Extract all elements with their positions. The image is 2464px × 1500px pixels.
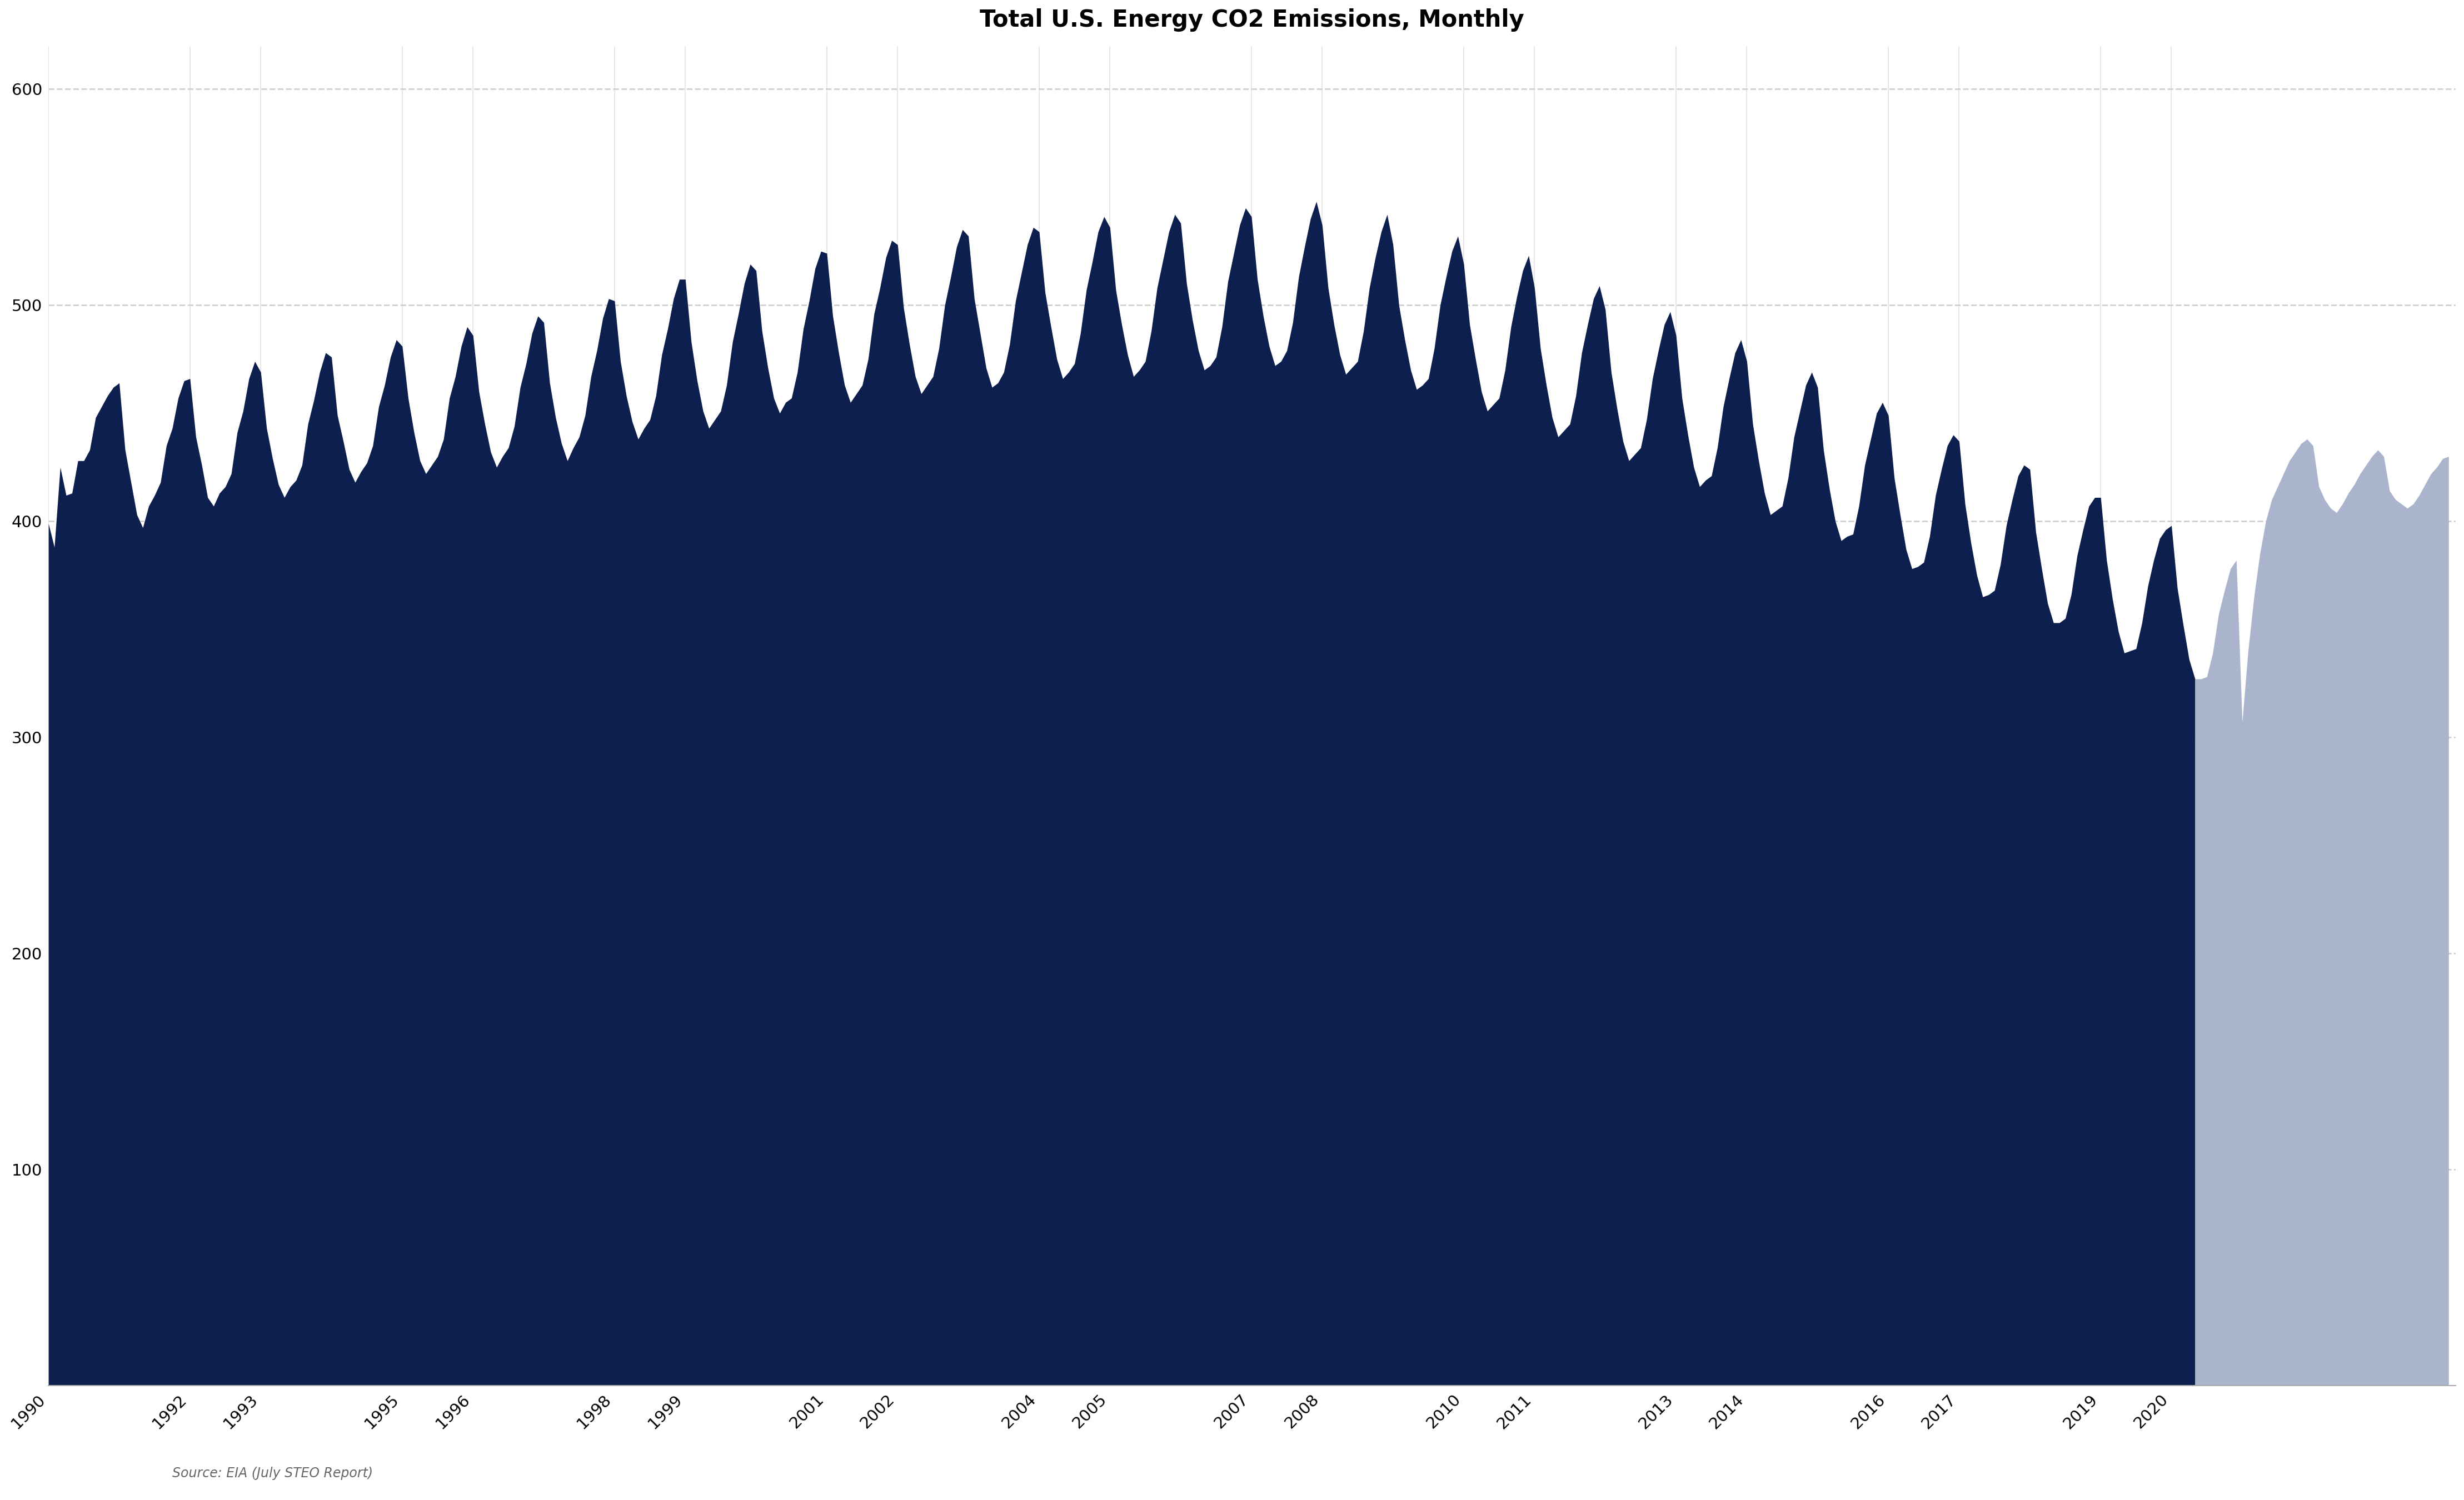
Title: Total U.S. Energy CO2 Emissions, Monthly: Total U.S. Energy CO2 Emissions, Monthly	[981, 9, 1525, 32]
Text: Source: EIA (July STEO Report): Source: EIA (July STEO Report)	[172, 1467, 372, 1481]
